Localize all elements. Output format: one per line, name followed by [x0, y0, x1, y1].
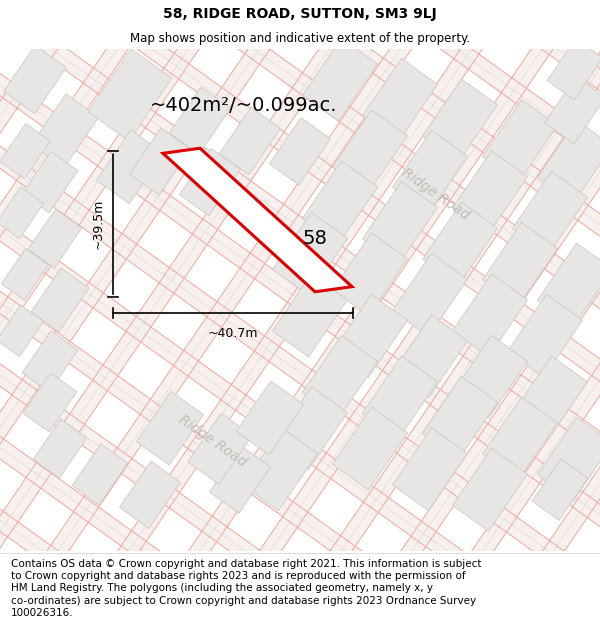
- Polygon shape: [0, 122, 600, 625]
- Polygon shape: [28, 209, 82, 268]
- Polygon shape: [0, 124, 50, 179]
- Polygon shape: [412, 0, 600, 625]
- Polygon shape: [31, 268, 89, 332]
- Polygon shape: [544, 77, 600, 144]
- Polygon shape: [538, 120, 600, 203]
- Polygon shape: [392, 315, 467, 398]
- Polygon shape: [1, 249, 49, 300]
- Polygon shape: [209, 446, 271, 513]
- Polygon shape: [0, 0, 188, 625]
- Polygon shape: [0, 366, 600, 625]
- Polygon shape: [31, 94, 98, 168]
- Polygon shape: [0, 0, 600, 526]
- Polygon shape: [0, 0, 521, 625]
- Polygon shape: [422, 79, 497, 162]
- Polygon shape: [302, 336, 377, 418]
- Polygon shape: [169, 87, 230, 154]
- Polygon shape: [532, 459, 588, 521]
- Polygon shape: [0, 25, 600, 625]
- Polygon shape: [0, 0, 235, 625]
- Polygon shape: [0, 305, 44, 357]
- Polygon shape: [4, 45, 67, 114]
- Polygon shape: [269, 0, 600, 625]
- Text: ~39.5m: ~39.5m: [92, 199, 105, 249]
- Polygon shape: [0, 0, 378, 625]
- Polygon shape: [392, 130, 467, 213]
- Polygon shape: [127, 0, 600, 625]
- Text: co-ordinates) are subject to Crown copyright and database rights 2023 Ordnance S: co-ordinates) are subject to Crown copyr…: [11, 596, 476, 606]
- Polygon shape: [0, 0, 600, 234]
- Polygon shape: [365, 0, 600, 625]
- Polygon shape: [272, 387, 347, 470]
- Polygon shape: [422, 376, 497, 459]
- Polygon shape: [0, 0, 600, 380]
- Polygon shape: [317, 0, 600, 625]
- Polygon shape: [392, 253, 467, 336]
- Text: 58: 58: [302, 229, 328, 248]
- Polygon shape: [0, 74, 600, 625]
- Polygon shape: [302, 38, 377, 121]
- Polygon shape: [175, 0, 600, 625]
- Polygon shape: [362, 182, 437, 264]
- Polygon shape: [452, 274, 527, 357]
- Polygon shape: [460, 0, 600, 625]
- Polygon shape: [130, 128, 191, 195]
- Polygon shape: [422, 202, 497, 285]
- Polygon shape: [332, 408, 407, 490]
- Polygon shape: [512, 356, 587, 439]
- Polygon shape: [482, 397, 557, 480]
- Polygon shape: [79, 0, 600, 625]
- Text: Ridge Road: Ridge Road: [398, 166, 472, 223]
- Polygon shape: [0, 0, 600, 429]
- Polygon shape: [332, 110, 407, 192]
- Polygon shape: [136, 391, 203, 465]
- Polygon shape: [0, 0, 473, 625]
- Polygon shape: [0, 610, 590, 625]
- Polygon shape: [0, 220, 600, 625]
- Polygon shape: [269, 118, 331, 185]
- Text: 58, RIDGE ROAD, SUTTON, SM3 9LJ: 58, RIDGE ROAD, SUTTON, SM3 9LJ: [163, 7, 437, 21]
- Polygon shape: [0, 0, 600, 88]
- Polygon shape: [0, 0, 331, 625]
- Polygon shape: [0, 0, 46, 625]
- Polygon shape: [482, 99, 557, 182]
- Polygon shape: [272, 274, 347, 357]
- Polygon shape: [188, 413, 252, 484]
- Polygon shape: [332, 233, 407, 316]
- Polygon shape: [179, 148, 241, 216]
- Polygon shape: [242, 428, 317, 511]
- Polygon shape: [0, 0, 600, 478]
- Polygon shape: [0, 187, 44, 239]
- Text: ~40.7m: ~40.7m: [208, 327, 258, 339]
- Polygon shape: [0, 464, 600, 625]
- Polygon shape: [0, 318, 600, 625]
- Polygon shape: [302, 161, 377, 244]
- Text: ~402m²/~0.099ac.: ~402m²/~0.099ac.: [150, 96, 337, 114]
- Polygon shape: [0, 0, 600, 185]
- Polygon shape: [452, 448, 527, 531]
- Text: 100026316.: 100026316.: [11, 608, 73, 618]
- Polygon shape: [392, 428, 467, 511]
- Polygon shape: [272, 213, 347, 296]
- Polygon shape: [222, 0, 600, 625]
- Polygon shape: [547, 39, 600, 100]
